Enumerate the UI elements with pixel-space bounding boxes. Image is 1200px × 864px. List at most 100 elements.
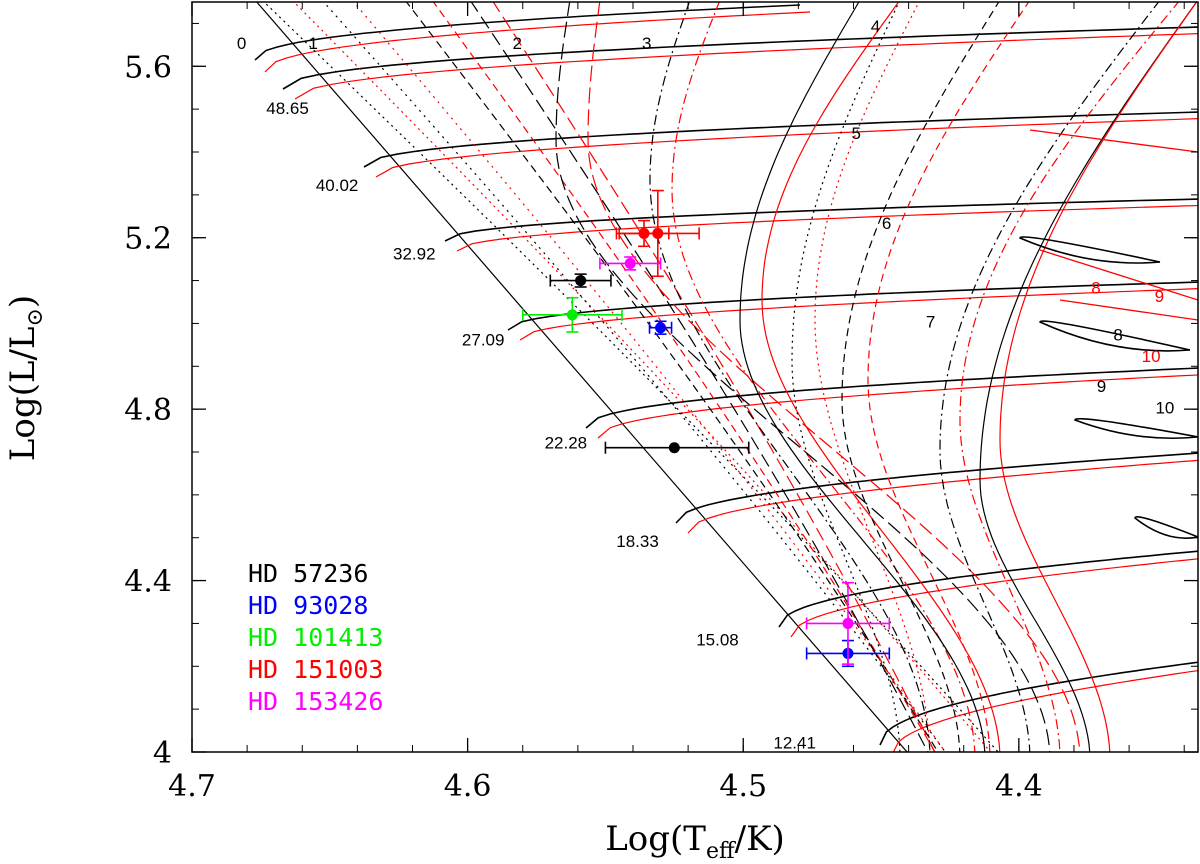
isochrone-red xyxy=(432,2,936,752)
zams-mass-label: 18.33 xyxy=(616,532,659,551)
mass-track-black xyxy=(778,550,1198,628)
isochrone-black xyxy=(322,2,947,752)
blue-loop xyxy=(1134,516,1198,539)
data-markers xyxy=(521,189,891,668)
data-point xyxy=(604,441,750,454)
isochrone-label: 1 xyxy=(309,34,318,53)
data-point xyxy=(615,189,700,278)
isochrone-label: 9 xyxy=(1097,377,1106,396)
y-tick-label: 5.2 xyxy=(124,222,172,257)
legend-entry: HD 101413 xyxy=(248,623,383,652)
isochrone-label: 2 xyxy=(512,34,521,53)
isochrone-hook-black xyxy=(791,2,901,752)
legend: HD 57236 HD 93028 HD 101413 HD 151003 HD 153… xyxy=(248,559,383,716)
x-axis-label: Log(Teff/K) xyxy=(605,819,785,864)
isochrone-hook-black xyxy=(739,2,986,752)
isochrone-hook-black xyxy=(939,2,1160,752)
axes: 4.7 4.6 4.5 4.4 4 4.4 4.8 5.2 5.6 xyxy=(124,2,1198,804)
isochrone-red xyxy=(293,2,992,752)
mass-track-red xyxy=(597,374,1198,439)
x-tick-label: 4.6 xyxy=(444,769,492,804)
mass-track-red xyxy=(687,459,1198,534)
mass-track-red xyxy=(294,32,1198,100)
zams-line xyxy=(255,2,908,752)
legend-entry: HD 151003 xyxy=(248,655,383,684)
isochrone-hook-red xyxy=(999,2,1198,752)
y-axis-label: Log(L/L⊙) xyxy=(3,295,48,461)
mass-track-black xyxy=(254,4,801,61)
mass-track-red xyxy=(790,558,1198,638)
mass-track-black xyxy=(282,26,1198,90)
marker-dot xyxy=(652,227,664,239)
isochrone-hook-black xyxy=(841,2,1000,752)
mass-track-red xyxy=(519,288,1198,341)
track-labels: 48.65 40.02 32.92 27.09 22.28 18.33 15.08 12.41… xyxy=(237,17,1175,752)
plot-frame xyxy=(191,1,1199,753)
mass-track-black xyxy=(363,111,1198,168)
mass-track-black xyxy=(879,661,1198,746)
marker-dot xyxy=(842,617,854,629)
isochrone-hook-red xyxy=(671,2,976,752)
isochrone-label: 5 xyxy=(852,124,861,143)
marker-dot xyxy=(655,322,667,334)
isochrone-red xyxy=(492,2,936,752)
isochrone-hook-black xyxy=(555,2,1051,752)
mass-track-red xyxy=(264,11,811,73)
isochrone-red xyxy=(352,2,946,752)
isochrone-hook-black xyxy=(979,2,1198,752)
isochrone-hook-red xyxy=(761,2,1001,752)
mass-track-red xyxy=(375,118,1198,178)
marker-dot xyxy=(624,257,636,269)
legend-entry: HD 57236 xyxy=(248,559,368,588)
data-point xyxy=(521,296,623,333)
mass-track-black xyxy=(675,452,1198,524)
x-tick-label: 4.4 xyxy=(995,769,1043,804)
red-loop xyxy=(1039,249,1198,301)
y-tick-label: 4.4 xyxy=(124,565,172,600)
zams-mass-label: 40.02 xyxy=(316,176,359,195)
red-loop xyxy=(1059,299,1198,321)
isochrone-black xyxy=(470,2,929,752)
legend-entry: HD 93028 xyxy=(248,591,368,620)
zams-mass-label: 48.65 xyxy=(266,99,309,118)
zams-mass-label: 27.09 xyxy=(462,330,505,349)
zams-mass-label: 32.92 xyxy=(393,245,436,264)
isochrone-label-red: 8 xyxy=(1091,278,1100,297)
zams-mass-label: 22.28 xyxy=(545,433,588,452)
blue-loop xyxy=(1019,236,1161,264)
x-tick-label: 4.5 xyxy=(719,769,767,804)
isochrone-label: 8 xyxy=(1113,326,1122,345)
y-tick-label: 5.6 xyxy=(124,50,172,85)
isochrone-hook-red xyxy=(867,2,1030,752)
zams-mass-label: 15.08 xyxy=(696,630,739,649)
blue-loop xyxy=(1039,320,1191,352)
isochrone-label-red: 10 xyxy=(1142,347,1161,366)
mass-track-black xyxy=(444,198,1198,242)
mass-track-red xyxy=(456,204,1198,252)
isochrone-label: 10 xyxy=(1155,398,1174,417)
isochrone-label: 3 xyxy=(642,34,651,53)
isochrone-label-red: 9 xyxy=(1155,287,1164,306)
mass-track-red xyxy=(892,669,1198,752)
data-point xyxy=(599,256,662,271)
marker-dot xyxy=(566,309,578,321)
mass-track-black xyxy=(585,367,1198,429)
isochrone-hook-black xyxy=(649,2,931,752)
isochrone-label: 0 xyxy=(237,34,246,53)
data-point xyxy=(648,320,673,335)
marker-dot xyxy=(668,442,680,454)
marker-dot xyxy=(575,275,587,287)
blue-loop xyxy=(1074,418,1198,439)
red-loop xyxy=(1029,129,1198,153)
x-tick-label: 4.7 xyxy=(168,769,216,804)
zams-mass-label: 12.41 xyxy=(773,733,816,752)
isochrone-hook-red xyxy=(587,2,1081,752)
evolutionary-tracks xyxy=(254,2,1198,752)
data-point xyxy=(805,581,891,665)
legend-entry: HD 153426 xyxy=(248,687,383,716)
y-tick-label: 4 xyxy=(153,736,172,771)
isochrone-label: 6 xyxy=(882,214,891,233)
isochrone-black xyxy=(405,2,939,752)
data-point xyxy=(549,273,612,288)
